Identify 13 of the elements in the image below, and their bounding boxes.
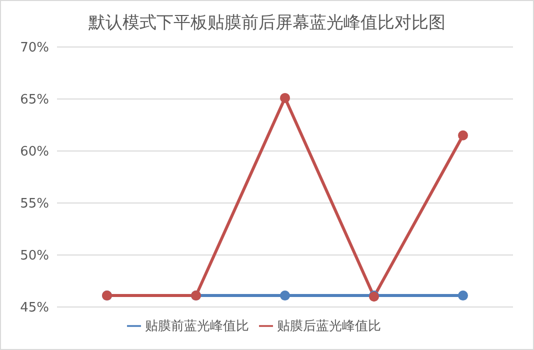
point: [280, 92, 290, 103]
y-tick-label: 50%: [20, 248, 49, 264]
y-tick-label: 70%: [20, 40, 49, 56]
point: [280, 290, 290, 301]
chart-title: 默认模式下平板贴膜前后屏幕蓝光峰值比对比图: [88, 12, 446, 35]
y-tick-label: 45%: [20, 300, 49, 316]
legend-label: 贴膜前蓝光峰值比: [145, 319, 249, 334]
point: [458, 130, 468, 140]
legend-label: 贴膜后蓝光峰值比: [277, 319, 381, 334]
y-tick-label: 55%: [20, 196, 49, 212]
point: [458, 290, 468, 301]
y-tick-label: 60%: [20, 144, 49, 160]
y-tick-label: 65%: [20, 92, 49, 108]
